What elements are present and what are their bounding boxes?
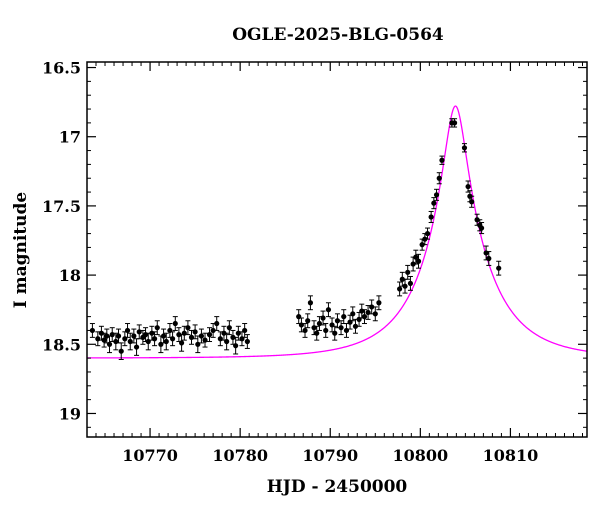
data-point: [226, 325, 232, 331]
data-point: [474, 217, 480, 223]
data-point: [124, 327, 131, 334]
data-point: [176, 332, 182, 338]
data-point: [154, 325, 160, 331]
y-tick-label: 18.5: [42, 335, 81, 354]
data-point: [424, 230, 431, 237]
y-tick-label: 17.5: [42, 197, 81, 216]
data-point: [305, 318, 311, 324]
x-tick-label: 10800: [392, 446, 448, 465]
data-point: [451, 120, 458, 126]
data-point: [413, 254, 419, 260]
data-point: [307, 300, 314, 306]
data-point: [323, 327, 329, 334]
data-point: [399, 276, 405, 282]
data-point: [131, 333, 137, 339]
data-point: [214, 320, 220, 327]
data-point: [465, 183, 471, 190]
data-point: [431, 200, 437, 206]
data-point: [169, 336, 176, 342]
data-point: [242, 327, 248, 334]
data-point: [461, 145, 468, 151]
y-tick-label: 17: [59, 128, 81, 147]
data-point: [192, 329, 198, 335]
data-point: [230, 334, 236, 340]
data-point: [338, 325, 344, 331]
data-point: [221, 330, 227, 336]
data-point: [133, 344, 140, 350]
data-point: [478, 225, 485, 231]
data-point: [496, 265, 502, 271]
x-tick-label: 10780: [212, 446, 268, 465]
data-point: [419, 242, 425, 248]
data-point: [160, 333, 167, 339]
y-tick-label: 18: [59, 266, 81, 285]
data-point: [352, 323, 359, 329]
data-point: [185, 325, 191, 331]
data-point: [361, 314, 368, 320]
data-point: [233, 343, 239, 349]
data-point: [405, 269, 411, 275]
data-point: [89, 327, 96, 334]
y-tick-labels: 16.5 17 17.5 18 18.5 19: [42, 59, 81, 424]
y-axis-label: I magnitude: [11, 192, 31, 309]
data-point: [439, 157, 445, 163]
data-point: [410, 261, 416, 267]
data-point: [332, 330, 338, 336]
plot-frame: [86, 61, 588, 438]
data-point: [115, 333, 122, 339]
data-point: [486, 255, 492, 262]
data-point: [302, 327, 308, 334]
x-tick-label: 10790: [302, 446, 358, 465]
data-point: [172, 320, 178, 327]
data-point: [163, 338, 169, 345]
data-point: [402, 283, 408, 289]
data-point: [101, 337, 107, 343]
x-tick-labels: 10770 10780 10790 10800 10810: [122, 446, 538, 465]
model-curve: [87, 105, 588, 359]
data-point: [206, 332, 213, 338]
y-tick-label: 19: [59, 404, 81, 423]
chart-title: OGLE-2025-BLG-0564: [232, 25, 444, 45]
data-point: [372, 311, 378, 317]
data-point: [433, 192, 440, 198]
data-point: [436, 175, 442, 181]
x-axis-label: HJD - 2450000: [267, 477, 408, 497]
data-point: [407, 280, 414, 287]
data-point: [397, 286, 403, 292]
x-tick-label: 10770: [122, 446, 178, 465]
data-point: [334, 318, 341, 324]
data-point: [198, 333, 205, 339]
data-point: [422, 236, 428, 242]
data-point: [415, 258, 422, 264]
data-point: [350, 311, 356, 317]
data-point: [320, 315, 326, 321]
model-layer: [87, 105, 588, 359]
data-point: [104, 333, 110, 339]
data-point: [98, 330, 105, 336]
data-point: [341, 314, 347, 320]
data-point: [178, 340, 185, 346]
data-point: [325, 307, 332, 313]
data-point: [118, 348, 124, 354]
ticks-layer: [86, 62, 587, 437]
points-layer: [89, 118, 502, 361]
data-point: [151, 336, 158, 342]
data-point: [428, 214, 434, 220]
data-point: [210, 327, 216, 334]
data-point: [314, 330, 320, 336]
data-point: [202, 337, 208, 343]
data-point: [224, 338, 230, 345]
data-point: [469, 199, 475, 205]
x-tick-label: 10810: [483, 446, 539, 465]
data-point: [244, 338, 250, 345]
data-point: [376, 300, 382, 306]
y-tick-label: 16.5: [42, 59, 81, 78]
data-point: [369, 304, 375, 310]
data-point: [106, 341, 113, 347]
